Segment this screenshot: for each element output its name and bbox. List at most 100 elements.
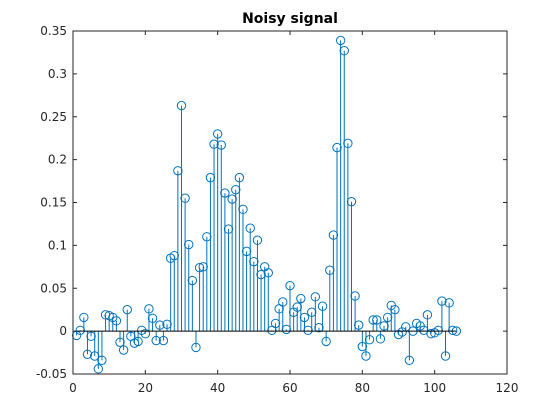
stem-marker bbox=[270, 318, 281, 329]
stem-marker bbox=[440, 351, 451, 361]
stem-marker bbox=[303, 325, 313, 335]
x-tick-label: 20 bbox=[138, 381, 153, 395]
stem-marker bbox=[325, 265, 335, 275]
stem-marker bbox=[140, 328, 151, 339]
stem-marker bbox=[368, 315, 378, 325]
stem-marker bbox=[397, 327, 407, 337]
stem-marker bbox=[288, 307, 299, 317]
stem-marker bbox=[382, 312, 393, 323]
x-tick-label: 60 bbox=[282, 381, 297, 395]
y-tick-label: -0.05 bbox=[36, 367, 67, 381]
stem-marker bbox=[375, 334, 386, 344]
stem-marker bbox=[299, 312, 310, 323]
stem-marker bbox=[346, 196, 357, 207]
x-tick-label: 0 bbox=[69, 381, 77, 395]
stem-marker bbox=[176, 100, 187, 111]
stem-marker bbox=[332, 142, 342, 153]
stem-marker bbox=[205, 172, 216, 183]
stem-marker bbox=[118, 345, 129, 355]
stem-marker bbox=[310, 292, 321, 302]
stem-marker bbox=[372, 315, 382, 325]
stem-marker bbox=[79, 312, 89, 323]
stem-marker bbox=[227, 194, 237, 204]
stem-marker bbox=[86, 331, 96, 341]
stem-marker bbox=[93, 364, 104, 374]
stem-marker bbox=[216, 140, 226, 150]
stem-marker bbox=[422, 310, 433, 320]
stem-marker bbox=[321, 336, 331, 347]
stem-marker bbox=[231, 184, 241, 195]
stem-marker bbox=[448, 325, 458, 335]
stem-marker bbox=[437, 296, 447, 306]
stem-marker bbox=[357, 341, 368, 352]
stem-marker bbox=[90, 351, 100, 361]
y-tick-label: 0.35 bbox=[40, 24, 67, 38]
stem-marker bbox=[209, 139, 219, 149]
stem-marker bbox=[307, 307, 317, 317]
stem-marker bbox=[292, 302, 302, 312]
stem-marker bbox=[390, 304, 400, 315]
stem-marker bbox=[296, 293, 306, 304]
stem-marker bbox=[350, 291, 360, 301]
stem-marker bbox=[241, 246, 252, 257]
stem-marker bbox=[184, 239, 194, 250]
stem-marker bbox=[202, 232, 212, 242]
stem-marker bbox=[212, 129, 223, 139]
stem-marker bbox=[155, 320, 165, 330]
stem-marker bbox=[343, 138, 353, 149]
x-tick-label: 80 bbox=[355, 381, 370, 395]
stem-marker bbox=[137, 325, 147, 335]
stem-marker bbox=[278, 297, 288, 307]
y-tick-label: 0.3 bbox=[48, 67, 67, 81]
stem-marker bbox=[169, 250, 179, 261]
stem-marker bbox=[220, 188, 230, 198]
stem-marker bbox=[97, 355, 107, 365]
x-tick-label: 100 bbox=[423, 381, 446, 395]
stem-marker bbox=[151, 335, 161, 346]
x-tick-label: 120 bbox=[496, 381, 519, 395]
stem-marker bbox=[238, 204, 248, 215]
stem-marker bbox=[263, 268, 273, 278]
stem-marker bbox=[339, 46, 349, 56]
stem-marker bbox=[180, 193, 190, 203]
stem-marker bbox=[379, 321, 389, 331]
y-tick-label: 0 bbox=[59, 324, 67, 338]
stem-marker bbox=[361, 351, 371, 361]
stem-marker bbox=[404, 355, 415, 365]
stem-marker bbox=[223, 224, 234, 234]
x-axis-ticks: 0 20 40 60 80 100 120 bbox=[69, 31, 518, 395]
stem-marker bbox=[328, 230, 339, 240]
stem-marker bbox=[433, 325, 443, 335]
stem-marker bbox=[444, 298, 454, 308]
markers-group bbox=[71, 35, 462, 374]
stem-marker bbox=[317, 301, 328, 311]
stem-marker bbox=[364, 335, 375, 345]
stem-marker bbox=[108, 312, 118, 323]
stem-marker bbox=[354, 320, 364, 330]
stem-marker bbox=[75, 325, 85, 335]
stem-marker bbox=[285, 280, 295, 291]
y-tick-label: 0.25 bbox=[40, 110, 67, 124]
stem-marker bbox=[122, 304, 132, 315]
y-tick-label: 0.2 bbox=[48, 153, 67, 167]
stem-marker bbox=[234, 172, 245, 183]
stem-marker bbox=[162, 319, 172, 329]
stems-group bbox=[76, 40, 454, 369]
y-tick-label: 0.05 bbox=[40, 281, 67, 295]
y-axis-ticks: -0.05 0 0.05 0.1 0.15 0.2 0.25 0.3 0.35 bbox=[36, 24, 507, 381]
stem-marker bbox=[252, 235, 263, 245]
stem-marker bbox=[133, 336, 143, 347]
stem-marker bbox=[82, 349, 93, 359]
stem-marker bbox=[187, 275, 198, 286]
stem-marker bbox=[111, 316, 122, 326]
stem-marker bbox=[281, 324, 292, 335]
x-tick-label: 40 bbox=[210, 381, 225, 395]
stem-marker bbox=[198, 262, 208, 272]
stem-marker bbox=[147, 313, 158, 323]
stem-marker bbox=[158, 335, 169, 346]
stem-marker bbox=[173, 166, 183, 176]
y-tick-label: 0.15 bbox=[40, 196, 67, 210]
stem-marker bbox=[335, 35, 346, 46]
